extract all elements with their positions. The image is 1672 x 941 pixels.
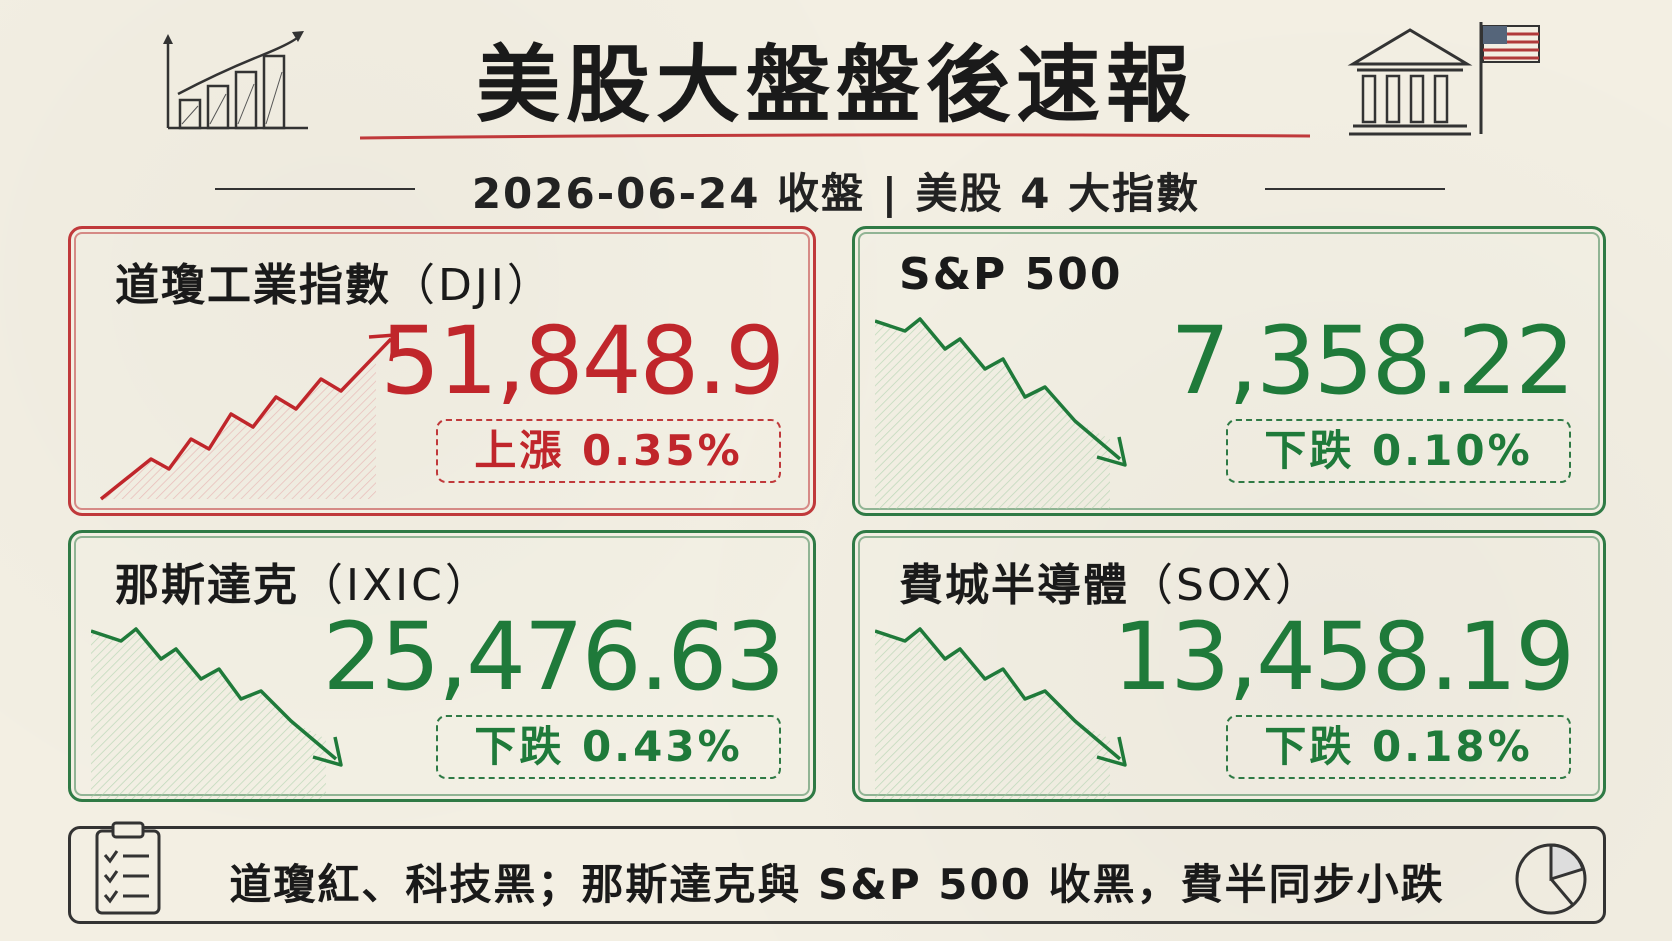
index-code: （IXIC）	[299, 560, 492, 611]
index-value: 7,358.22	[1170, 307, 1575, 416]
trend-down-arrow-icon	[875, 317, 1127, 509]
index-value: 51,848.9	[380, 307, 785, 416]
index-name: 道瓊工業指數（DJI）	[115, 249, 554, 313]
trend-down-arrow-icon	[91, 627, 343, 799]
index-change-badge: 下跌 0.10%	[1226, 419, 1571, 483]
summary-footer: 道瓊紅、科技黑；那斯達克與 S&P 500 收黑，費半同步小跌	[68, 821, 1606, 924]
stock-exchange-building-icon	[1347, 28, 1473, 136]
index-change-badge: 下跌 0.43%	[436, 715, 781, 779]
index-value: 25,476.63	[322, 603, 785, 712]
bar-chart-up-icon	[163, 31, 308, 130]
index-name: 費城半導體（SOX）	[899, 549, 1322, 613]
subtitle-rule-left	[215, 188, 415, 190]
subtitle-row: 2026-06-24 收盤 | 美股 4 大指數	[0, 160, 1672, 220]
pie-chart-icon	[1515, 843, 1587, 915]
trend-down-arrow-icon	[875, 627, 1127, 799]
index-name-label: 道瓊工業指數	[115, 260, 391, 311]
index-card-dji: 道瓊工業指數（DJI） 51,848.9 上漲 0.35%	[68, 226, 816, 516]
index-name-label: 費城半導體	[899, 560, 1129, 611]
index-card-sox: 費城半導體（SOX） 13,458.19 下跌 0.18%	[852, 530, 1606, 802]
index-name: S&P 500	[899, 249, 1122, 300]
index-code: （SOX）	[1129, 560, 1322, 611]
index-card-ixic: 那斯達克（IXIC） 25,476.63 下跌 0.43%	[68, 530, 816, 802]
index-change-badge: 下跌 0.18%	[1226, 715, 1571, 779]
us-flag-icon	[1479, 22, 1540, 134]
index-name-label: S&P 500	[899, 249, 1123, 300]
clipboard-checklist-icon	[95, 821, 161, 915]
index-name-label: 那斯達克	[115, 560, 299, 611]
index-card-sp500: S&P 500 7,358.22 下跌 0.10%	[852, 226, 1606, 516]
index-name: 那斯達克（IXIC）	[115, 549, 492, 613]
index-value: 13,458.19	[1112, 603, 1575, 712]
index-code: （DJI）	[391, 260, 554, 311]
index-change-badge: 上漲 0.35%	[436, 419, 781, 483]
title-underline	[360, 133, 1310, 140]
page-title: 美股大盤盤後速報	[475, 36, 1196, 134]
subtitle: 2026-06-24 收盤 | 美股 4 大指數	[471, 169, 1201, 218]
summary-text: 道瓊紅、科技黑；那斯達克與 S&P 500 收黑，費半同步小跌	[229, 860, 1445, 909]
subtitle-rule-right	[1265, 188, 1445, 190]
trend-up-arrow-icon	[99, 333, 397, 501]
